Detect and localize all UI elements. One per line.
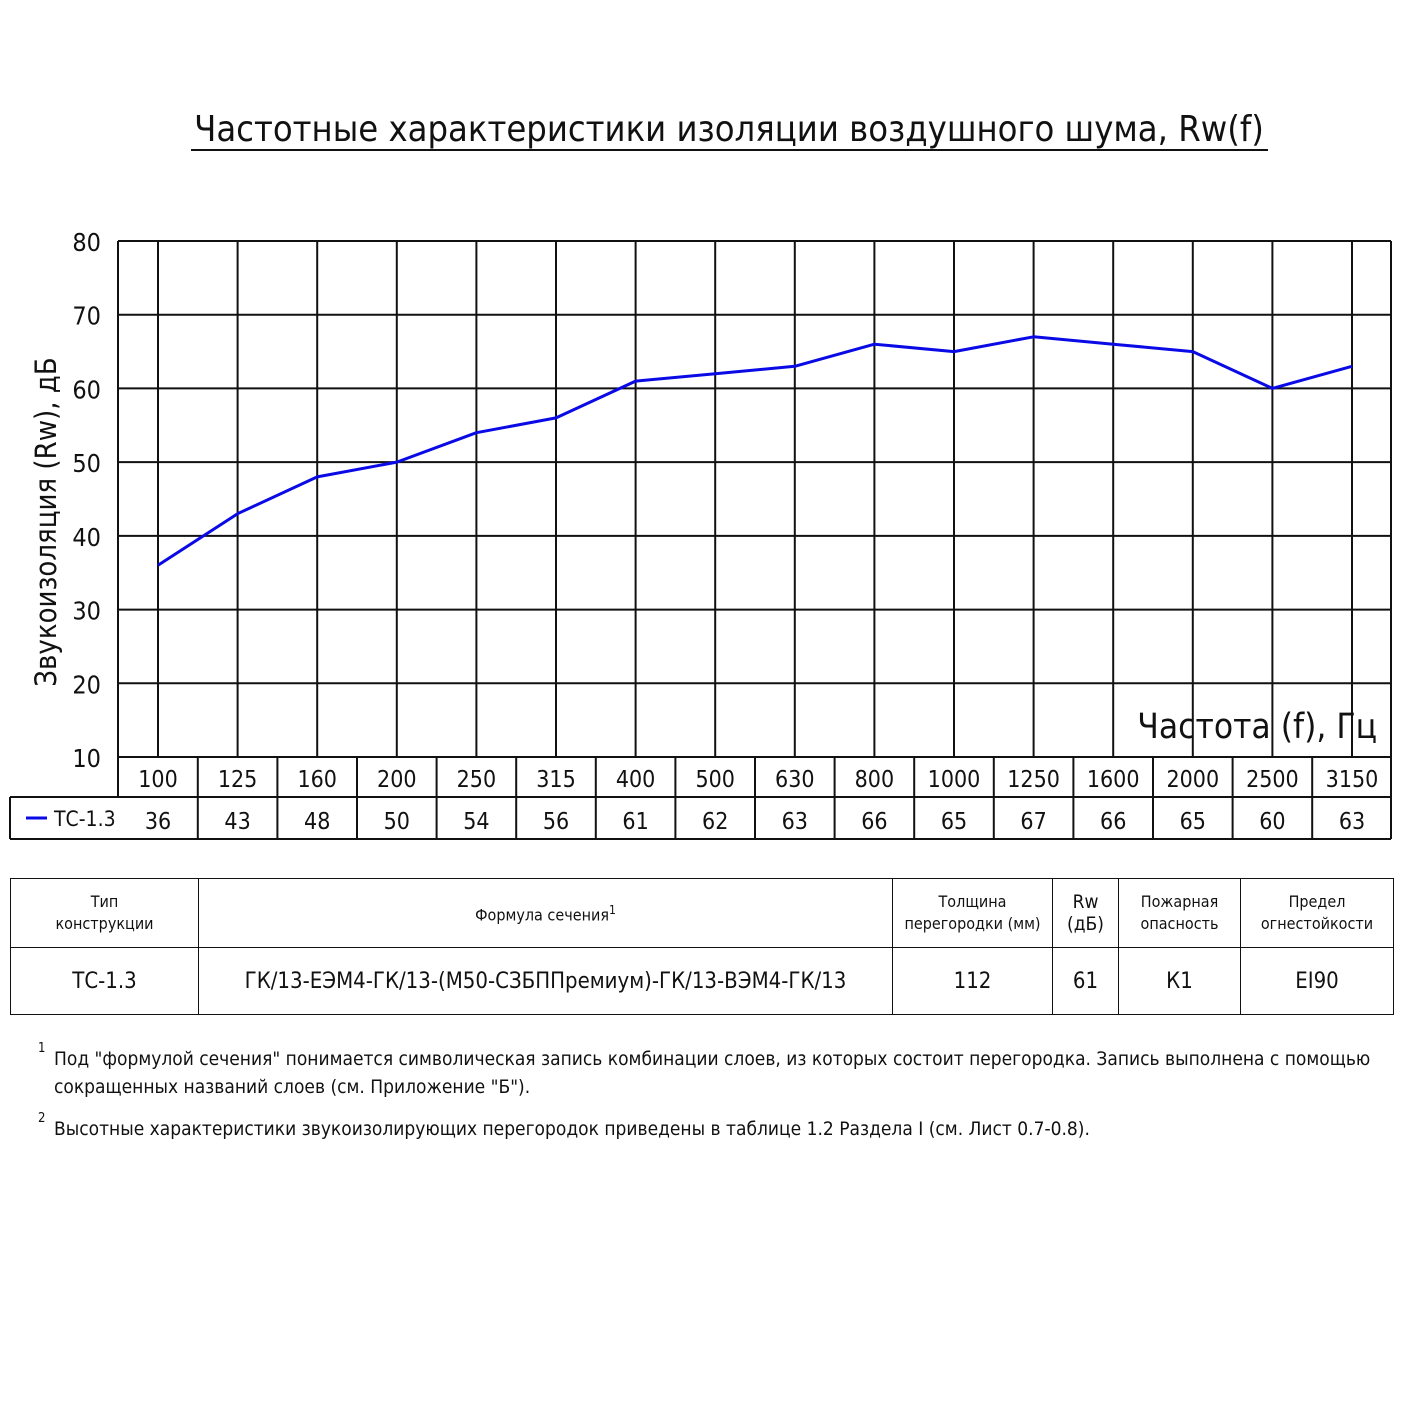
- x-tick-label: 500: [695, 767, 735, 793]
- x-tick-label: 400: [616, 767, 656, 793]
- y-tick-label: 60: [72, 375, 101, 404]
- data-label: 50: [384, 809, 410, 835]
- footnote-1: 1 Под "формулой сечения" понимается симв…: [38, 1041, 1371, 1098]
- data-label: 66: [861, 809, 887, 835]
- data-label: 60: [1259, 809, 1285, 835]
- x-tick-label: 100: [138, 767, 178, 793]
- data-label: 36: [145, 809, 171, 835]
- table-row: ТС-1.3 ГК/13-ЕЭМ4-ГК/13-(М50-СЗБППремиум…: [10, 947, 1394, 1015]
- cell-rw: 61: [1052, 947, 1119, 1015]
- data-label: 65: [941, 809, 967, 835]
- header-type: Тип конструкции: [10, 878, 199, 948]
- header-fire-limit: Предел огнестойкости: [1240, 878, 1394, 948]
- data-label: 65: [1180, 809, 1206, 835]
- data-label: 54: [463, 809, 489, 835]
- x-tick-label: 630: [775, 767, 815, 793]
- legend: ТС-1.3: [26, 807, 116, 831]
- x-axis-label: Частота (f), Гц: [1137, 707, 1377, 747]
- value-row: 36 43 48 50 54 56 61 62 63 66 65 67 66 65 60 63: [9, 796, 1391, 840]
- category-row: 100 125 160 200 250 315 400 500 630 800 1000 1250 16…: [118, 757, 1391, 839]
- data-label: 67: [1020, 809, 1046, 835]
- data-label: 63: [1339, 809, 1365, 835]
- data-label: 43: [224, 809, 250, 835]
- header-fire: Пожарная опасность: [1118, 878, 1241, 948]
- header-rw: Rw (дБ): [1052, 878, 1119, 948]
- data-label: 62: [702, 809, 728, 835]
- x-tick-label: 250: [457, 767, 497, 793]
- cell-thickness: 112: [892, 947, 1053, 1015]
- data-label: 66: [1100, 809, 1126, 835]
- x-tick-label: 800: [855, 767, 895, 793]
- y-tick-label: 40: [72, 523, 101, 552]
- cell-type: ТС-1.3: [10, 947, 199, 1015]
- x-tick-label: 315: [536, 767, 576, 793]
- header-formula: Формула сечения1: [198, 878, 893, 948]
- data-label: 48: [304, 809, 330, 835]
- cell-fire-limit: EI90: [1240, 947, 1394, 1015]
- x-tick-label: 1250: [1007, 767, 1060, 793]
- spec-table: Тип конструкции Формула сечения1 Толщина…: [10, 878, 1394, 1015]
- y-axis-label: Звукоизоляция (Rw), дБ: [29, 357, 63, 686]
- x-tick-label: 160: [297, 767, 337, 793]
- cell-fire: К1: [1118, 947, 1241, 1015]
- spec-table-header-row: Тип конструкции Формула сечения1 Толщина…: [10, 878, 1394, 948]
- footnotes: 1 Под "формулой сечения" понимается симв…: [38, 1041, 1378, 1143]
- y-tick-label: 70: [72, 302, 101, 331]
- legend-label: ТС-1.3: [53, 807, 116, 831]
- y-tick-label: 50: [72, 449, 101, 478]
- x-tick-label: 2000: [1166, 767, 1219, 793]
- grid: [117, 240, 1392, 839]
- footnote-ref-1: 1: [609, 903, 616, 918]
- y-tick-label: 80: [72, 228, 101, 257]
- data-label: 56: [543, 809, 569, 835]
- y-tick-label: 20: [72, 670, 101, 699]
- series-layer: [157, 335, 1353, 567]
- y-tick-label: 10: [72, 744, 101, 773]
- x-tick-label: 2500: [1246, 767, 1299, 793]
- x-tick-label: 125: [218, 767, 258, 793]
- x-tick-label: 1000: [928, 767, 981, 793]
- x-tick-label: 3150: [1326, 767, 1379, 793]
- header-thickness: Толщина перегородки (мм): [892, 878, 1053, 948]
- chart-title: Частотные характеристики изоляции воздуш…: [194, 109, 1264, 150]
- cell-formula: ГК/13-ЕЭМ4-ГК/13-(М50-СЗБППремиум)-ГК/13…: [198, 947, 893, 1015]
- y-tick-label: 30: [72, 597, 101, 626]
- series-line: [157, 335, 1353, 567]
- chart: Частотные характеристики изоляции воздуш…: [9, 109, 1392, 840]
- x-tick-label: 200: [377, 767, 417, 793]
- x-tick-label: 1600: [1087, 767, 1140, 793]
- data-label: 63: [782, 809, 808, 835]
- footnote-2: 2 Высотные характеристики звукоизолирующ…: [38, 1111, 1090, 1140]
- data-label: 61: [622, 809, 648, 835]
- y-tick-labels: 80 70 60 50 40 30 20 10: [72, 228, 101, 773]
